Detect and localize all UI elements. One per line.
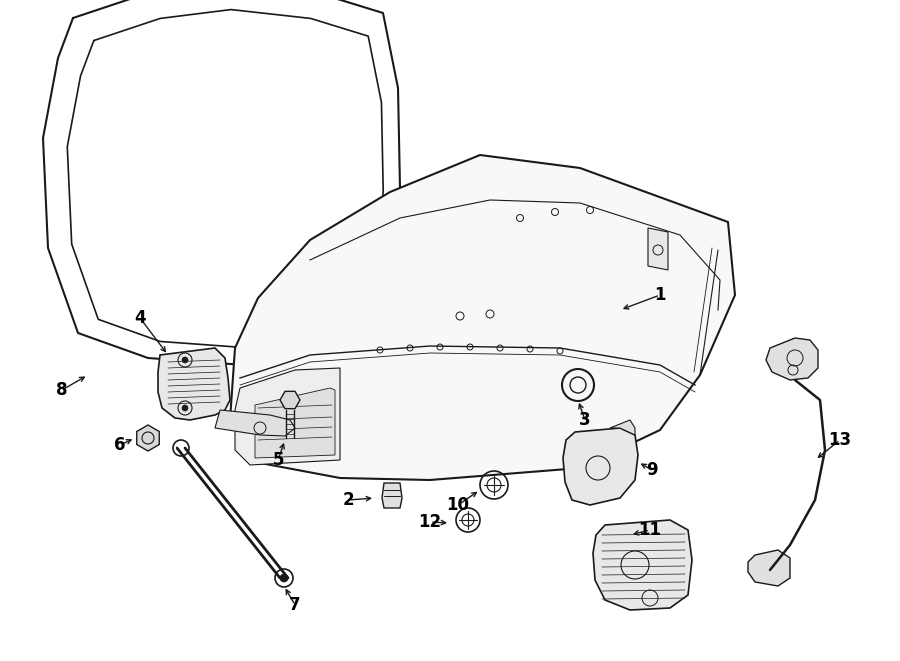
Text: 6: 6 bbox=[114, 436, 126, 454]
Polygon shape bbox=[610, 420, 635, 435]
Polygon shape bbox=[158, 348, 230, 420]
Circle shape bbox=[182, 405, 188, 411]
Text: 9: 9 bbox=[646, 461, 658, 479]
Circle shape bbox=[182, 357, 188, 363]
Polygon shape bbox=[382, 483, 402, 508]
Polygon shape bbox=[648, 228, 668, 270]
Circle shape bbox=[280, 574, 288, 582]
Text: 12: 12 bbox=[418, 513, 442, 531]
Polygon shape bbox=[766, 338, 818, 380]
Polygon shape bbox=[230, 155, 735, 480]
Polygon shape bbox=[280, 391, 300, 408]
Polygon shape bbox=[563, 428, 638, 505]
Polygon shape bbox=[748, 550, 790, 586]
Text: 1: 1 bbox=[654, 286, 666, 304]
Text: 7: 7 bbox=[289, 596, 301, 614]
Text: 8: 8 bbox=[56, 381, 68, 399]
Text: 11: 11 bbox=[638, 521, 662, 539]
Polygon shape bbox=[235, 368, 340, 465]
Polygon shape bbox=[593, 520, 692, 610]
Polygon shape bbox=[215, 410, 295, 436]
Text: 4: 4 bbox=[134, 309, 146, 327]
Polygon shape bbox=[137, 425, 159, 451]
Polygon shape bbox=[255, 388, 335, 458]
Text: 10: 10 bbox=[446, 496, 470, 514]
Text: 3: 3 bbox=[580, 411, 590, 429]
Text: 5: 5 bbox=[272, 451, 284, 469]
Text: 2: 2 bbox=[342, 491, 354, 509]
Text: 13: 13 bbox=[828, 431, 851, 449]
